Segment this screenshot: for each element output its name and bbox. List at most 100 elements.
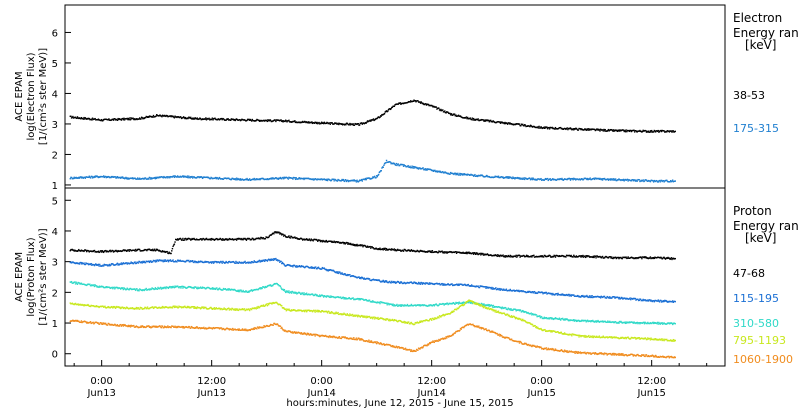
data-point <box>638 322 640 324</box>
y-axis-title-line: [1/(cm²s ster MeV)] <box>38 48 49 145</box>
data-point <box>343 241 346 244</box>
data-point <box>563 318 566 320</box>
data-point <box>307 239 310 241</box>
data-point <box>423 168 426 171</box>
data-point <box>193 307 195 309</box>
data-point <box>241 237 243 240</box>
data-point <box>567 293 570 296</box>
data-point <box>226 238 228 240</box>
data-point <box>650 299 652 301</box>
data-point <box>358 180 360 182</box>
data-point <box>596 321 598 323</box>
data-point <box>497 175 500 177</box>
data-point <box>670 257 673 259</box>
data-point <box>195 286 197 288</box>
data-point <box>663 181 665 183</box>
data-point <box>649 256 652 258</box>
data-point <box>332 178 335 181</box>
data-point <box>600 257 602 259</box>
data-point <box>218 307 221 310</box>
data-point <box>547 179 549 182</box>
data-point <box>342 178 345 181</box>
data-point <box>192 117 194 119</box>
data-point <box>205 117 207 119</box>
data-point <box>548 127 550 129</box>
data-point <box>249 118 252 121</box>
data-point <box>135 306 138 309</box>
data-point <box>618 130 621 132</box>
data-point <box>188 305 190 308</box>
data-point <box>140 261 143 263</box>
data-point <box>110 176 112 179</box>
data-point <box>228 289 230 291</box>
data-point <box>248 118 250 121</box>
data-point <box>148 307 151 310</box>
data-point <box>192 286 195 289</box>
data-point <box>640 179 642 182</box>
data-point <box>215 260 217 263</box>
data-point <box>636 131 639 133</box>
data-point <box>531 314 533 316</box>
data-point <box>615 257 618 260</box>
data-point <box>376 302 378 304</box>
data-point <box>566 178 568 181</box>
data-point <box>313 122 316 124</box>
data-point <box>110 264 112 266</box>
data-point <box>582 178 585 181</box>
data-point <box>662 300 665 302</box>
data-point <box>353 180 355 182</box>
data-point <box>378 248 381 251</box>
data-point <box>71 116 73 119</box>
data-point <box>653 257 656 260</box>
data-point <box>502 254 504 256</box>
data-point <box>294 177 296 179</box>
data-point <box>288 235 290 237</box>
data-point <box>430 250 432 252</box>
data-point <box>493 254 496 257</box>
data-point <box>516 176 519 179</box>
data-point <box>520 178 523 180</box>
data-point <box>118 264 121 266</box>
data-point <box>234 309 236 311</box>
data-point <box>352 243 354 245</box>
data-point <box>283 289 285 292</box>
data-point <box>211 118 213 121</box>
data-point <box>403 305 405 307</box>
data-point <box>214 308 216 310</box>
data-point <box>508 176 510 178</box>
data-point <box>240 289 242 292</box>
data-point <box>98 265 100 267</box>
data-point <box>88 175 90 177</box>
data-point <box>644 256 646 259</box>
data-point <box>493 306 495 309</box>
data-point <box>505 288 508 290</box>
data-point <box>614 297 616 299</box>
data-point <box>565 256 567 258</box>
data-point <box>212 260 214 263</box>
data-point <box>141 117 144 119</box>
data-point <box>148 116 150 119</box>
data-point <box>609 256 612 258</box>
data-point <box>306 238 309 241</box>
data-point <box>566 318 568 320</box>
data-point <box>212 238 215 241</box>
data-point <box>218 238 221 241</box>
data-point <box>656 130 659 133</box>
data-point <box>544 292 546 294</box>
data-point <box>561 294 563 296</box>
data-point <box>503 122 506 125</box>
data-point <box>542 292 544 295</box>
data-point <box>164 286 166 289</box>
data-point <box>161 307 163 309</box>
data-point <box>274 119 276 121</box>
data-point <box>376 175 379 178</box>
data-point <box>343 274 345 276</box>
data-point <box>545 316 547 319</box>
data-point <box>186 305 189 308</box>
data-point <box>541 255 543 258</box>
data-point <box>539 127 542 129</box>
data-point <box>417 100 419 102</box>
data-point <box>235 179 237 181</box>
data-point <box>385 247 388 250</box>
